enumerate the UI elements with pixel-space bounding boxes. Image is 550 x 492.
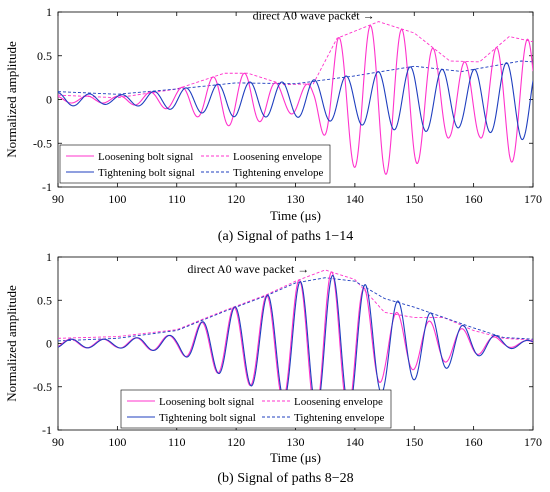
legend-b: Loosening bolt signal Loosening envelope T… bbox=[120, 389, 392, 429]
series-line-tightening-envelope-b bbox=[58, 277, 533, 342]
y-tick-label: 0 bbox=[46, 337, 52, 351]
y-tick-label: -0.5 bbox=[33, 136, 52, 150]
legend-label: Loosening envelope bbox=[294, 396, 383, 408]
x-tick-label: 100 bbox=[108, 435, 126, 449]
y-tick-label: 0.5 bbox=[37, 293, 52, 307]
x-tick-label: 150 bbox=[405, 192, 423, 206]
series-line-tightening-bolt-signal-a bbox=[58, 62, 533, 141]
y-tick-label: 1 bbox=[46, 5, 52, 19]
x-tick-label: 130 bbox=[287, 435, 305, 449]
x-tick-label: 120 bbox=[227, 192, 245, 206]
legend-label: Tightening envelope bbox=[294, 412, 384, 424]
x-tick-label: 130 bbox=[287, 192, 305, 206]
legend-label: Tightening envelope bbox=[233, 167, 323, 179]
y-tick-label: -1 bbox=[42, 423, 52, 437]
x-tick-label: 160 bbox=[465, 192, 483, 206]
x-tick-label: 170 bbox=[524, 192, 542, 206]
y-tick-label: -0.5 bbox=[33, 380, 52, 394]
y-tick-label: -1 bbox=[42, 180, 52, 194]
x-tick-label: 90 bbox=[52, 192, 64, 206]
x-tick-label: 140 bbox=[346, 192, 364, 206]
legend-label: Tightening bolt signal bbox=[159, 412, 256, 424]
x-tick-label: 100 bbox=[108, 192, 126, 206]
x-tick-label: 140 bbox=[346, 435, 364, 449]
y-tick-label: 0.5 bbox=[37, 49, 52, 63]
x-axis-label: Time (μs) bbox=[270, 208, 321, 223]
legend-a: Loosening bolt signal Loosening envelope T… bbox=[59, 144, 331, 184]
legend-label: Tightening bolt signal bbox=[98, 167, 195, 179]
y-tick-label: 0 bbox=[46, 93, 52, 107]
legend-label: Loosening bolt signal bbox=[159, 396, 254, 408]
series-group bbox=[58, 21, 533, 175]
legend-label: Loosening envelope bbox=[233, 151, 322, 163]
legend-box bbox=[59, 144, 331, 184]
chart-panel-a: 90 100 110 120 130 140 150 160 170 -1 -0.5 0 0.5 1 Tim… bbox=[4, 5, 542, 244]
series-line-tightening-envelope-a bbox=[58, 60, 533, 95]
chart-panel-b: 90 100 110 120 130 140 150 160 170 -1 -0.5 0 0.5 1 Tim… bbox=[4, 250, 542, 486]
series-line-tightening-bolt-signal-b bbox=[58, 274, 533, 411]
x-tick-label: 110 bbox=[168, 192, 186, 206]
x-tick-label: 120 bbox=[227, 435, 245, 449]
x-tick-label: 170 bbox=[524, 435, 542, 449]
x-tick-label: 110 bbox=[168, 435, 186, 449]
annotation-direct-a0: direct A0 wave packet → bbox=[253, 9, 375, 23]
chart-caption: (a) Signal of paths 1−14 bbox=[218, 229, 353, 244]
legend-label: Loosening bolt signal bbox=[98, 151, 193, 163]
chart-caption: (b) Signal of paths 8−28 bbox=[217, 471, 353, 486]
series-line-loosening-bolt-signal-a bbox=[58, 24, 533, 175]
y-axis-label: Normalized amplitude bbox=[4, 285, 19, 402]
x-tick-label: 150 bbox=[405, 435, 423, 449]
y-tick-label: 1 bbox=[46, 250, 52, 264]
series-group bbox=[58, 269, 533, 415]
series-line-loosening-envelope-b bbox=[58, 269, 533, 341]
y-axis-label: Normalized amplitude bbox=[4, 41, 19, 158]
legend-box bbox=[120, 389, 392, 429]
x-tick-label: 90 bbox=[52, 435, 64, 449]
annotation-direct-a0: direct A0 wave packet → bbox=[187, 262, 309, 276]
series-line-loosening-envelope-a bbox=[58, 21, 533, 99]
x-tick-label: 160 bbox=[465, 435, 483, 449]
x-axis-label: Time (μs) bbox=[270, 450, 321, 465]
